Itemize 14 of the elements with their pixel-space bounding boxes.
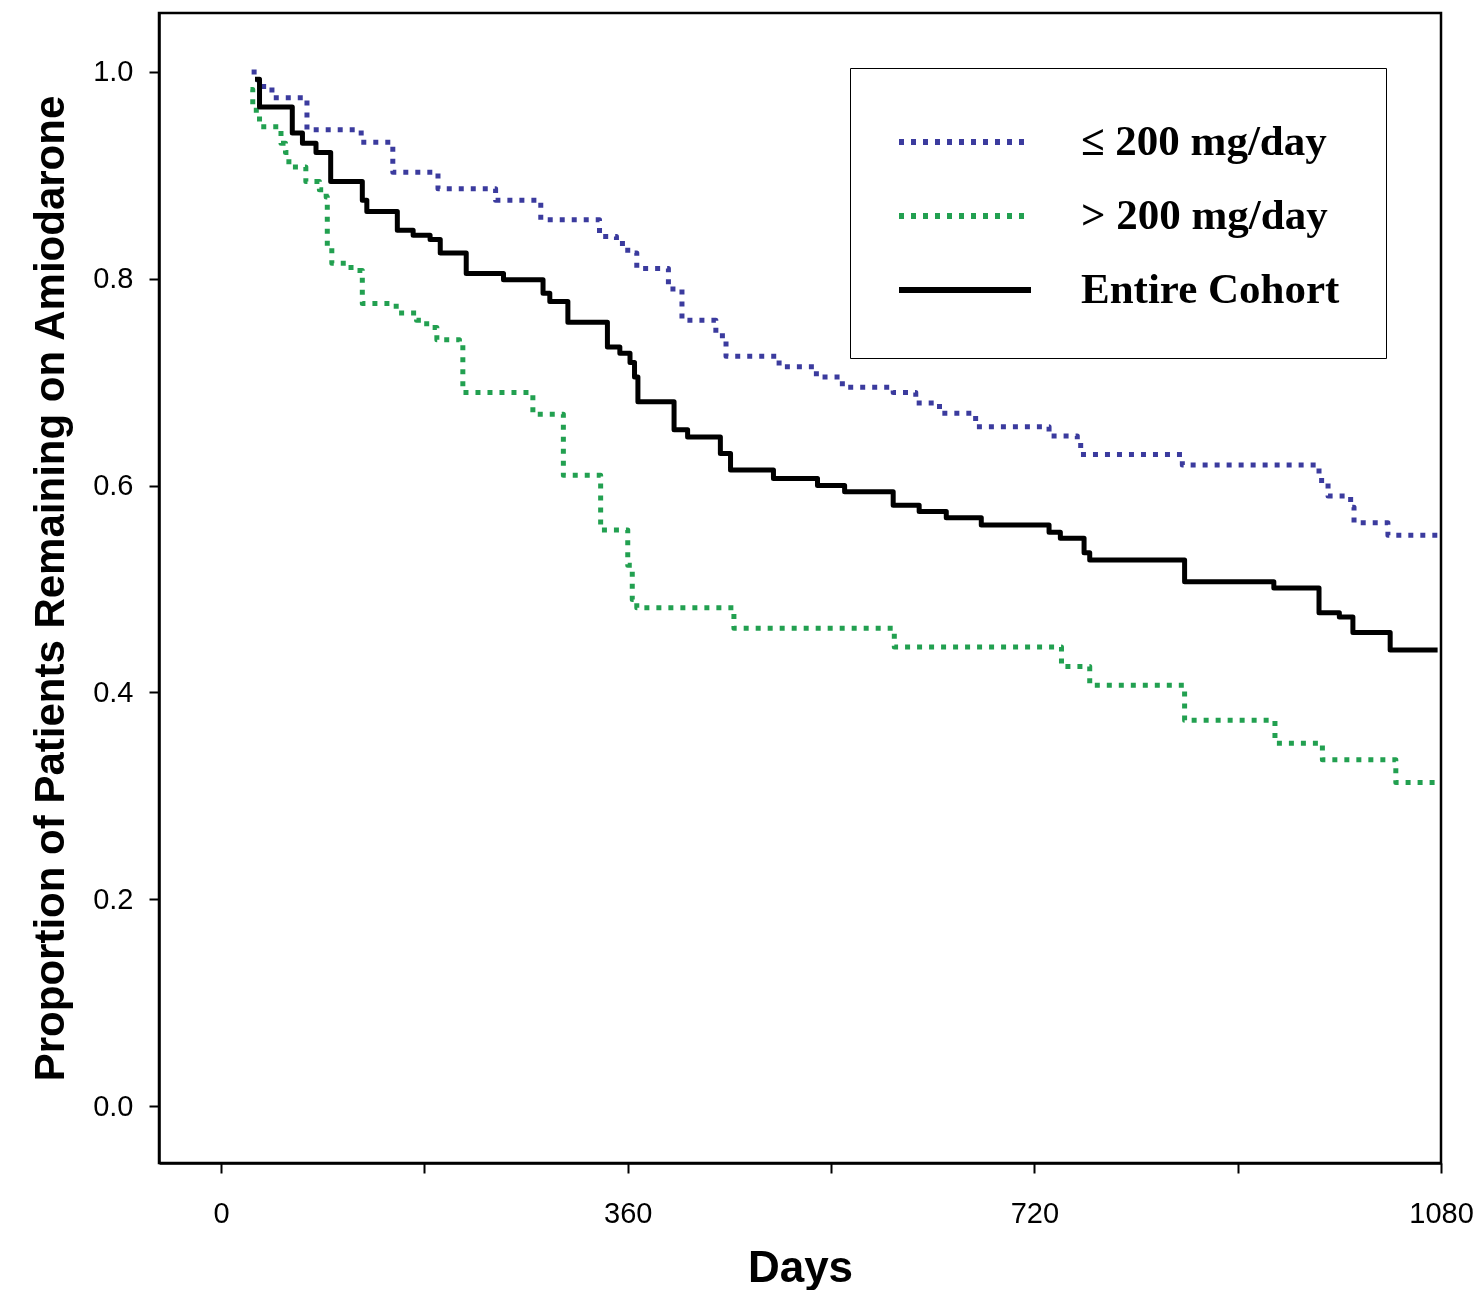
x-tick-label: 720 (1010, 1196, 1060, 1229)
y-tick-label: 0.4 (93, 675, 134, 708)
x-tick-label: 360 (604, 1196, 653, 1229)
legend-label: Entire Cohort (1081, 265, 1341, 312)
x-tick-label: 0 (213, 1196, 230, 1229)
y-tick-label: 0.0 (93, 1089, 134, 1122)
y-tick-label: 0.8 (93, 262, 134, 295)
y-axis-title: Proportion of Patients Remaining on Amiodarone (26, 95, 74, 1082)
legend-label: ≤ 200 mg/day (1081, 117, 1328, 164)
y-tick-label: 1.0 (93, 55, 134, 88)
legend-label: > 200 mg/day (1081, 191, 1329, 238)
y-tick-label: 0.2 (93, 882, 134, 915)
y-tick-label: 0.6 (93, 469, 134, 502)
x-tick-label: 1080 (1409, 1196, 1474, 1229)
